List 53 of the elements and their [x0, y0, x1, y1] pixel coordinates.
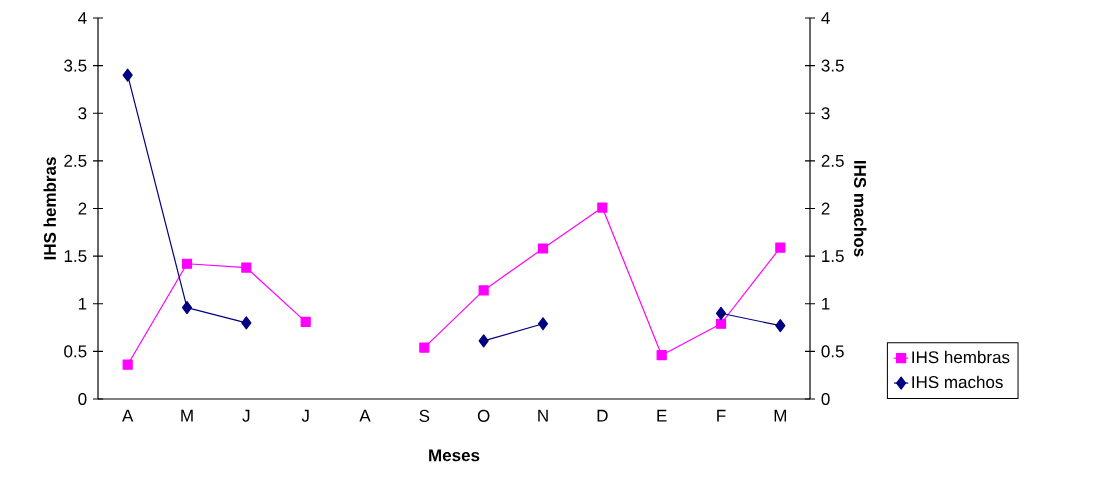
y-tick-label: 3: [78, 107, 87, 120]
x-tick-label: M: [181, 409, 193, 422]
x-tick-label: N: [538, 409, 548, 422]
y2-axis-title: IHS machos: [854, 160, 867, 257]
legend-label: IHS machos: [912, 375, 1003, 389]
point: [597, 202, 608, 213]
point: [537, 243, 549, 254]
y2-tick-label: 1.5: [822, 250, 844, 263]
x-tick-label: M: [774, 409, 787, 422]
y2-tick-label: 2: [821, 202, 830, 215]
point: [715, 318, 727, 329]
y2-tick-label: 2.5: [821, 154, 844, 167]
point: [715, 306, 727, 320]
point: [419, 342, 430, 353]
x-tick-label: A: [359, 409, 371, 422]
y-tick-label: 2: [78, 202, 87, 215]
point: [181, 258, 193, 269]
y2-tick-label: 4: [821, 12, 830, 24]
y2-tick-label: 0.5: [821, 345, 844, 358]
point: [241, 316, 252, 330]
x-tick-label: E: [657, 409, 667, 422]
y-tick-label: 1: [78, 297, 87, 310]
x-tick-label: O: [477, 409, 490, 422]
point: [775, 319, 786, 333]
y-tick-label: 4: [78, 12, 87, 24]
point: [478, 285, 489, 296]
x-tick-label: J: [242, 409, 250, 422]
y2-tick-label: 3.5: [821, 59, 844, 72]
x-tick-label: D: [597, 409, 608, 422]
y-tick-label: 0: [78, 392, 87, 406]
point: [241, 262, 252, 273]
point: [122, 359, 133, 370]
point: [300, 316, 311, 327]
y2-tick-label: 1: [822, 297, 830, 310]
point: [478, 334, 489, 348]
y-tick-label: 3.5: [64, 59, 87, 72]
x-tick-label: F: [717, 409, 726, 422]
x-tick-label: A: [122, 409, 134, 422]
y2-tick-label: 0: [821, 392, 830, 406]
y-tick-label: 2.5: [64, 154, 87, 167]
point: [122, 68, 133, 82]
point: [656, 350, 667, 361]
point: [181, 300, 193, 315]
y-tick-label: 0.5: [64, 345, 87, 358]
point: [537, 317, 549, 331]
x-axis-title: Meses: [429, 449, 480, 462]
y-tick-label: 1.5: [64, 250, 87, 263]
x-tick-label: S: [419, 409, 430, 422]
x-tick-label: J: [301, 409, 309, 422]
point: [775, 242, 786, 253]
y-axis-title: IHS hembras: [43, 157, 56, 260]
legend-label: IHS hembras: [912, 350, 1010, 364]
y2-tick-label: 3: [821, 107, 830, 120]
